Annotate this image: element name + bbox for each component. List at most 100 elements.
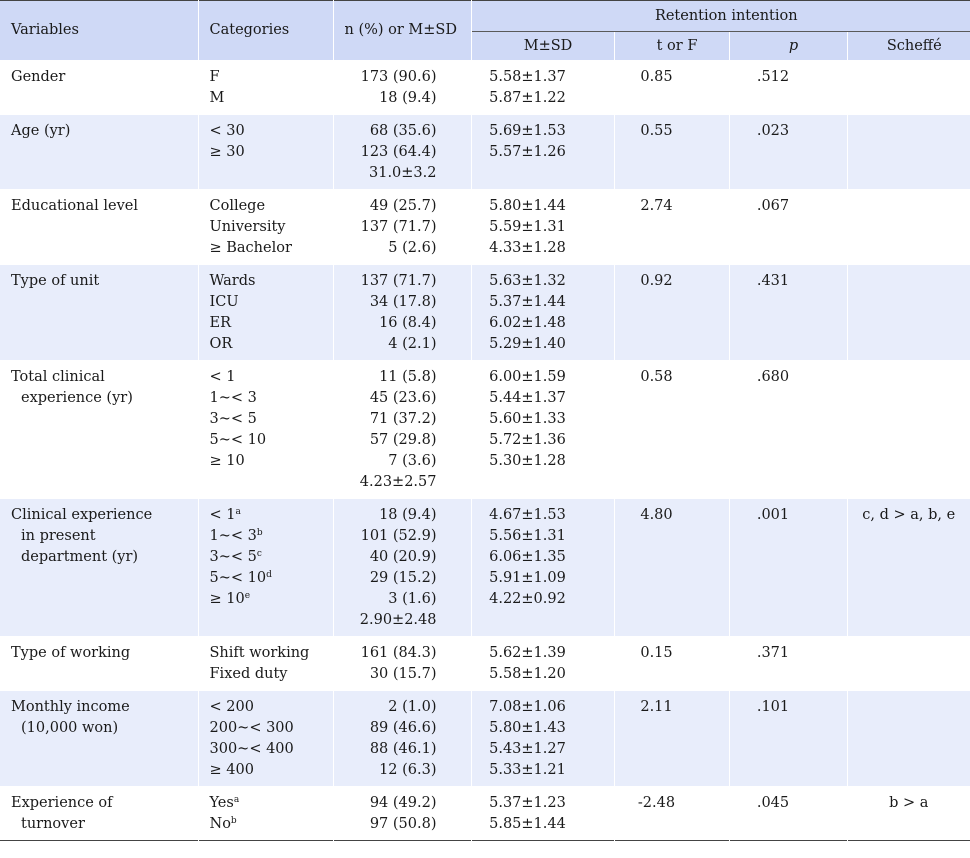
n-value: 34 (17.8) [369,294,437,310]
p-value-cell: .431 [729,264,848,361]
n-value: 123 (64.4) [360,144,437,160]
variable-label: Educational level [11,198,139,214]
categories-cell: < 1a 1~< 3b 3~< 5c 5~< 10d ≥ 10e [198,498,334,637]
variable-label: Age (yr) [11,123,71,139]
n-value: 173 (90.6) [360,69,437,85]
n-cell: 137 (71.7) 34 (17.8) 16 (8.4) 4 (2.1) [333,264,472,361]
category-label: Shift working [210,643,333,664]
category-label: < 200 [210,697,333,718]
category-label: ≥ 10e [210,589,333,610]
n-value: 12 (6.3) [379,762,437,778]
scheffe-cell [847,60,970,115]
n-value: 4.23±2.57 [359,474,437,490]
msd-cell: 5.80±1.44 5.59±1.31 4.33±1.28 [471,189,615,265]
n-value: 89 (46.6) [369,720,437,736]
variable-label: department (yr) [21,549,139,565]
category-label: Fixed duty [210,664,333,685]
category-text: ≥ 10 [209,453,245,469]
category-text: F [209,69,220,85]
msd-value: 5.56±1.31 [489,528,566,544]
categories-cell: Wards ICU ER OR [198,264,334,361]
category-text: ≥ Bachelor [209,240,292,256]
scheffe-cell: b > a [847,786,970,841]
table-row: Experience of turnover Yesa Nob 94 (49.2) 97 … [0,786,970,841]
header-p: p [729,31,848,61]
n-value: 2.90±2.48 [359,612,437,628]
msd-value: 5.63±1.32 [489,273,566,289]
p-value-cell: .067 [729,189,848,265]
header-retention-intention: Retention intention [471,0,970,32]
n-value: 45 (23.6) [369,390,437,406]
msd-cell: 5.58±1.37 5.87±1.22 [471,60,615,115]
category-label: ≥ 10 [210,451,333,472]
header-msd: M±SD [471,31,615,61]
category-text: M [209,90,225,106]
category-label: 5~< 10 [210,430,333,451]
n-value: 29 (15.2) [369,570,437,586]
msd-cell: 5.69±1.53 5.57±1.26 [471,114,615,190]
category-text: 5~< 10 [209,570,267,586]
scheffe-cell [847,690,970,787]
category-superscript: b [230,816,237,826]
msd-value: 5.72±1.36 [489,432,566,448]
p-value-cell: .371 [729,636,848,691]
category-text: OR [209,336,233,352]
category-superscript: b [256,528,263,538]
table-body: Gender F M 173 (90.6) 18 (9.4) 5.58±1.37 5.87±… [0,60,970,841]
categories-cell: College University ≥ Bachelor [198,189,334,265]
n-value: 31.0±3.2 [369,165,437,181]
n-value: 137 (71.7) [360,219,437,235]
variable-label: in present [21,528,96,544]
variable-label: (10,000 won) [21,720,119,736]
n-value: 161 (84.3) [360,645,437,661]
t-value-cell: 2.11 [614,690,730,787]
msd-value: 4.67±1.53 [489,507,566,523]
variable-cell: Experience of turnover [0,786,199,841]
header-categories: Categories [198,0,334,61]
variable-cell: Monthly income (10,000 won) [0,690,199,787]
table-header: Variables Categories n (%) or M±SD Reten… [0,0,970,61]
scheffe-cell [847,264,970,361]
category-label: College [210,196,333,217]
category-text: 1~< 3 [209,528,257,544]
category-superscript: c [256,549,262,559]
msd-value: 7.08±1.06 [489,699,566,715]
table-row: Clinical experience in present department … [0,498,970,637]
msd-value: 5.60±1.33 [489,411,566,427]
category-label: 1~< 3 [210,388,333,409]
n-value: 49 (25.7) [369,198,437,214]
n-cell: 173 (90.6) 18 (9.4) [333,60,472,115]
msd-cell: 5.63±1.32 5.37±1.44 6.02±1.48 5.29±1.40 [471,264,615,361]
n-value: 88 (46.1) [369,741,437,757]
n-value: 57 (29.8) [369,432,437,448]
category-label: 3~< 5 [210,409,333,430]
scheffe-cell [847,114,970,190]
scheffe-cell: c, d > a, b, e [847,498,970,637]
category-label: Yesa [210,793,333,814]
category-text: Fixed duty [209,666,288,682]
category-label: ≥ 400 [210,760,333,781]
variable-cell: Age (yr) [0,114,199,190]
n-value: 4 (2.1) [388,336,437,352]
variable-label: Type of working [11,645,131,661]
header-variables: Variables [0,0,199,61]
category-text: Wards [209,273,256,289]
p-value-cell: .512 [729,60,848,115]
msd-cell: 5.37±1.23 5.85±1.44 [471,786,615,841]
msd-value: 5.33±1.21 [489,762,566,778]
t-value-cell: 0.15 [614,636,730,691]
category-label: ER [210,313,333,334]
t-value-cell: 4.80 [614,498,730,637]
categories-cell: < 1 1~< 3 3~< 5 5~< 10 ≥ 10 [198,360,334,499]
n-value: 137 (71.7) [360,273,437,289]
category-text: 3~< 5 [209,549,257,565]
n-value: 2 (1.0) [388,699,437,715]
category-superscript: e [244,591,251,601]
p-value-cell: .680 [729,360,848,499]
category-text: < 200 [209,699,254,715]
n-cell: 68 (35.6) 123 (64.4) 31.0±3.2 [333,114,472,190]
category-text: ≥ 400 [209,762,254,778]
p-value-cell: .045 [729,786,848,841]
